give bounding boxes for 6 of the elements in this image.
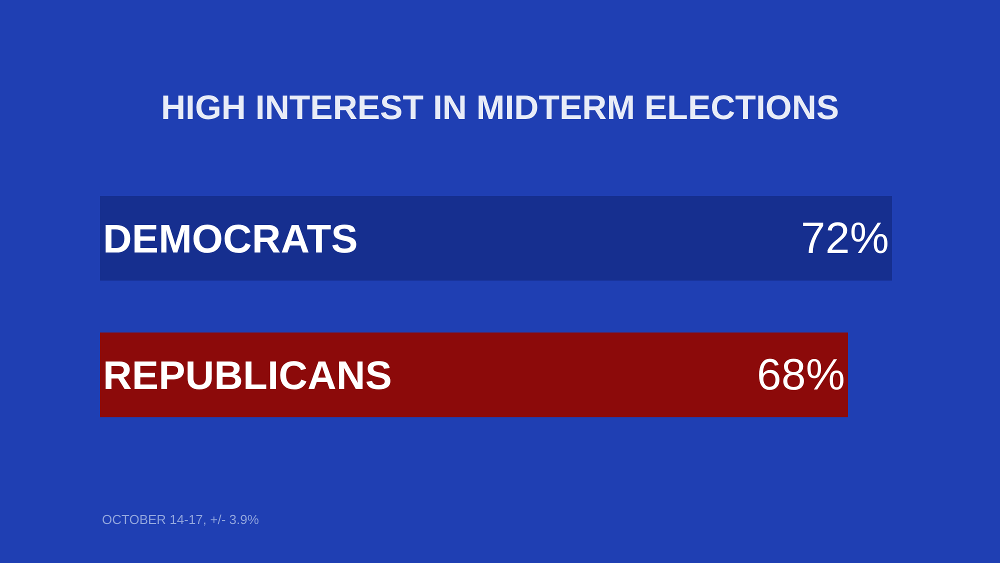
data-label: 68% [756,350,845,400]
chart-title: HIGH INTEREST IN MIDTERM ELECTIONS [160,88,840,127]
text: OCTOBER 14-17, +/- 3.9% [102,512,260,527]
y-tick-label: REPUBLICANS [103,354,392,398]
data-label: 72% [800,214,889,263]
y-tick-label: DEMOCRATS [103,217,358,262]
